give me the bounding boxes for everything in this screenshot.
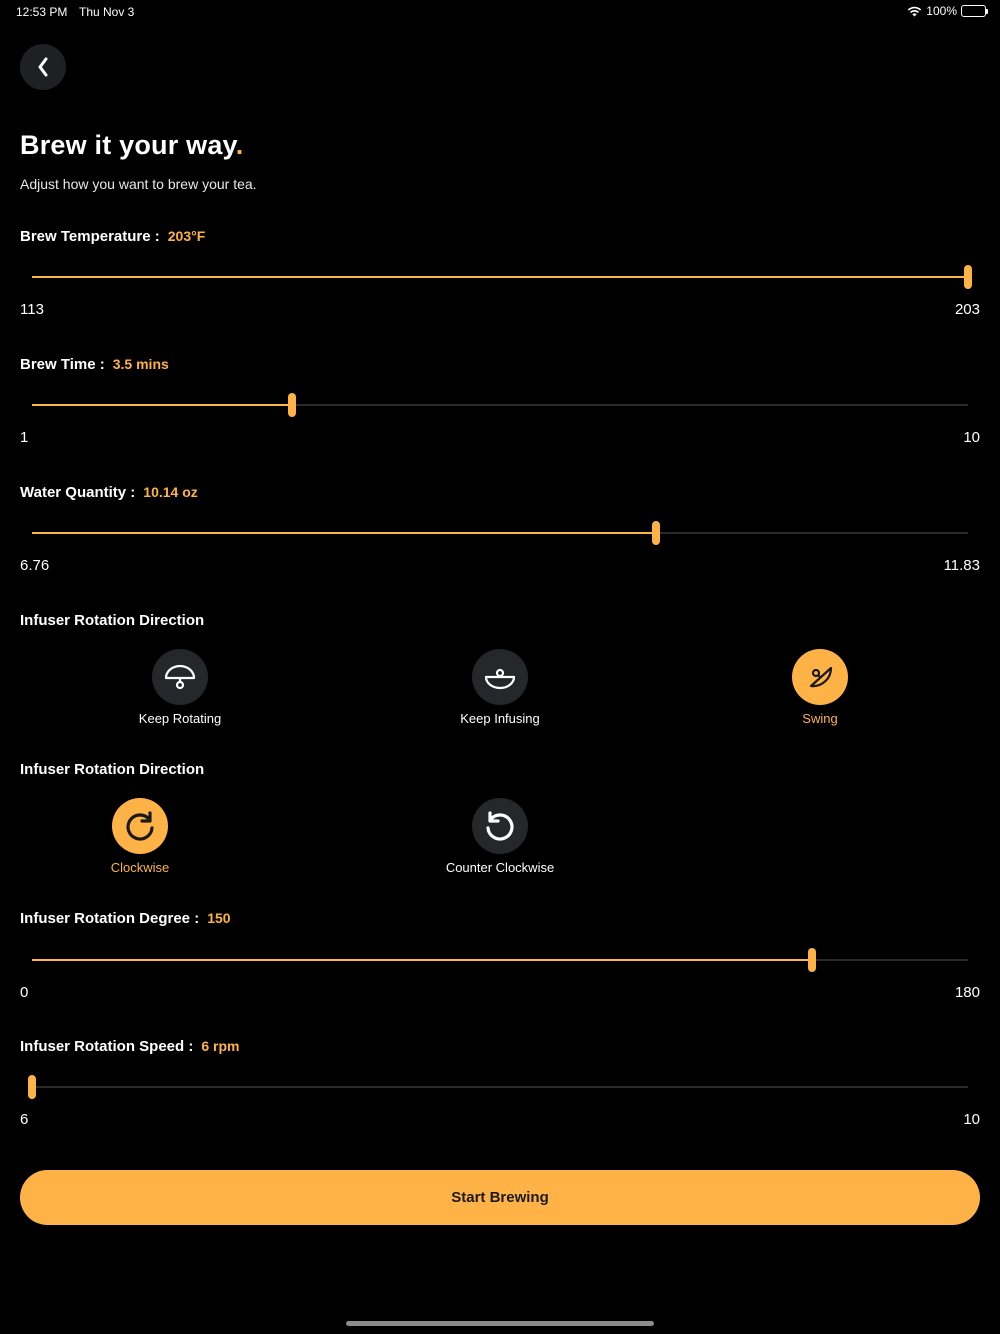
water-quantity-max: 11.83 bbox=[943, 557, 980, 574]
brew-temperature-label-text: Brew Temperature : bbox=[20, 228, 160, 245]
option-keep-infusing[interactable]: Keep Infusing bbox=[420, 649, 580, 726]
option-circle bbox=[472, 798, 528, 854]
wifi-icon bbox=[907, 6, 922, 17]
rotation-direction-label: Infuser Rotation Direction bbox=[20, 761, 205, 778]
option-circle bbox=[472, 649, 528, 705]
brew-time-slider[interactable] bbox=[20, 390, 980, 420]
rotation-degree-label: Infuser Rotation Degree : 150 bbox=[20, 910, 231, 927]
brew-time-max: 10 bbox=[963, 429, 980, 446]
slider-thumb[interactable] bbox=[964, 265, 972, 289]
rotation-degree-label-text: Infuser Rotation Degree : bbox=[20, 910, 200, 927]
option-keep-rotating[interactable]: Keep Rotating bbox=[100, 649, 260, 726]
option-label: Keep Infusing bbox=[460, 711, 540, 726]
option-label: Clockwise bbox=[110, 860, 170, 875]
brew-temperature-min: 113 bbox=[20, 301, 44, 318]
keep-infusing-icon bbox=[484, 668, 516, 690]
option-counter-clockwise[interactable]: Counter Clockwise bbox=[420, 798, 580, 875]
brew-time-label: Brew Time : 3.5 mins bbox=[20, 356, 169, 373]
slider-thumb[interactable] bbox=[28, 1075, 36, 1099]
back-chevron-icon bbox=[38, 57, 48, 77]
option-circle bbox=[152, 649, 208, 705]
brew-temperature-label: Brew Temperature : 203°F bbox=[20, 228, 205, 245]
rotation-degree-value: 150 bbox=[207, 910, 231, 926]
rotation-speed-value: 6 rpm bbox=[201, 1038, 240, 1054]
counter-clockwise-icon bbox=[486, 811, 514, 841]
option-swing[interactable]: Swing bbox=[740, 649, 900, 726]
home-indicator bbox=[346, 1321, 654, 1326]
slider-thumb[interactable] bbox=[652, 521, 661, 545]
keep-rotating-icon bbox=[164, 664, 196, 690]
option-label: Keep Rotating bbox=[138, 711, 222, 726]
start-brewing-button[interactable]: Start Brewing bbox=[20, 1170, 980, 1225]
status-bar: 12:53 PM Thu Nov 3 100% bbox=[0, 0, 1000, 24]
brew-temperature-max: 203 bbox=[954, 301, 980, 318]
back-button[interactable] bbox=[20, 44, 66, 90]
option-label: Counter Clockwise bbox=[445, 860, 555, 875]
water-quantity-min: 6.76 bbox=[20, 557, 50, 574]
rotation-speed-label: Infuser Rotation Speed : 6 rpm bbox=[20, 1038, 239, 1055]
status-date: Thu Nov 3 bbox=[79, 5, 135, 19]
page-title: Brew it your way. bbox=[20, 130, 243, 161]
battery-percent: 100% bbox=[926, 4, 957, 18]
rotation-speed-slider[interactable] bbox=[20, 1072, 980, 1102]
rotation-degree-slider[interactable] bbox=[20, 945, 980, 975]
page-subtitle: Adjust how you want to brew your tea. bbox=[20, 176, 257, 192]
option-circle bbox=[112, 798, 168, 854]
water-quantity-slider[interactable] bbox=[20, 518, 980, 548]
status-right: 100% bbox=[907, 4, 988, 18]
title-dot: . bbox=[235, 130, 244, 160]
brew-time-value: 3.5 mins bbox=[112, 356, 169, 372]
clockwise-icon bbox=[126, 811, 154, 841]
brew-time-label-text: Brew Time : bbox=[20, 356, 105, 373]
rotation-speed-min: 6 bbox=[20, 1111, 29, 1128]
rotation-speed-label-text: Infuser Rotation Speed : bbox=[20, 1038, 194, 1055]
water-quantity-label-text: Water Quantity : bbox=[20, 484, 136, 501]
brew-temperature-value: 203°F bbox=[167, 228, 206, 244]
rotation-speed-max: 10 bbox=[963, 1111, 980, 1128]
page-title-text: Brew it your way bbox=[20, 130, 236, 160]
option-label: Swing bbox=[802, 711, 838, 726]
slider-fill bbox=[32, 404, 293, 406]
option-circle bbox=[792, 649, 848, 705]
slider-thumb[interactable] bbox=[288, 393, 297, 417]
water-quantity-value: 10.14 oz bbox=[143, 484, 198, 500]
slider-fill bbox=[32, 276, 968, 278]
brew-time-min: 1 bbox=[20, 429, 29, 446]
slider-fill bbox=[32, 959, 812, 961]
water-quantity-label: Water Quantity : 10.14 oz bbox=[20, 484, 198, 501]
swing-icon bbox=[809, 666, 833, 688]
rotation-mode-label: Infuser Rotation Direction bbox=[20, 612, 205, 629]
option-clockwise[interactable]: Clockwise bbox=[60, 798, 220, 875]
battery-icon bbox=[961, 5, 988, 17]
rotation-degree-min: 0 bbox=[20, 984, 29, 1001]
slider-fill bbox=[32, 532, 657, 534]
slider-thumb[interactable] bbox=[807, 948, 816, 972]
rotation-degree-max: 180 bbox=[954, 984, 980, 1001]
brew-temperature-slider[interactable] bbox=[20, 262, 980, 292]
status-time: 12:53 PM bbox=[16, 5, 68, 19]
